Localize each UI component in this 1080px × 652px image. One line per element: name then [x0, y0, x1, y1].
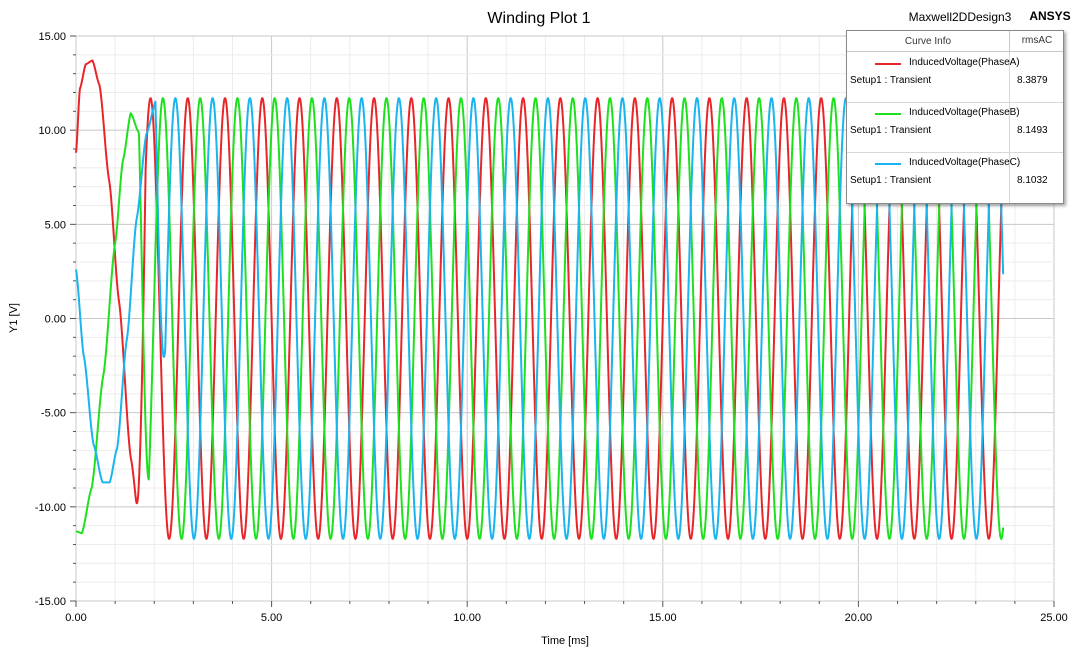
y-axis-label: Y1 [V] — [8, 303, 20, 333]
y-tick-label: -10.00 — [35, 502, 66, 514]
legend-swatch — [875, 163, 901, 165]
y-tick-label: 15.00 — [38, 31, 66, 43]
legend-entry-setup: Setup1 : Transient — [850, 175, 932, 186]
legend-header: Curve Info rmsAC — [847, 31, 1063, 52]
legend-entry-value: 8.1493 — [1017, 125, 1048, 136]
series-line-phase-b — [75, 97, 1005, 540]
legend-col-value: rmsAC — [1009, 31, 1064, 51]
x-tick-label: 0.00 — [65, 612, 86, 624]
series-line-phase-a — [75, 59, 1005, 540]
y-tick-label: -5.00 — [41, 408, 66, 420]
x-tick-label: 25.00 — [1040, 612, 1068, 624]
legend-swatch — [875, 113, 901, 115]
y-tick-label: 5.00 — [45, 219, 66, 231]
legend-entry-setup: Setup1 : Transient — [850, 125, 932, 136]
x-tick-label: 20.00 — [845, 612, 873, 624]
y-tick-label: -15.00 — [35, 596, 66, 608]
legend-entry-value: 8.1032 — [1017, 175, 1048, 186]
x-tick-label: 10.00 — [453, 612, 481, 624]
legend-entry-name: InducedVoltage(PhaseC) — [909, 157, 1021, 168]
legend-entry-phase-b[interactable]: InducedVoltage(PhaseB) Setup1 : Transien… — [847, 102, 1063, 153]
legend-entry-name: InducedVoltage(PhaseA) — [909, 57, 1020, 68]
legend-col-curve: Curve Info — [904, 36, 952, 47]
x-tick-label: 5.00 — [261, 612, 282, 624]
legend-entry-phase-c[interactable]: InducedVoltage(PhaseC) Setup1 : Transien… — [847, 152, 1063, 202]
y-tick-label: 10.00 — [38, 125, 66, 137]
legend-entry-phase-a[interactable]: InducedVoltage(PhaseA) Setup1 : Transien… — [847, 52, 1063, 103]
design-name: Maxwell2DDesign3 — [909, 10, 1012, 24]
legend-entry-name: InducedVoltage(PhaseB) — [909, 107, 1020, 118]
chart-title: Winding Plot 1 — [487, 10, 590, 27]
brand-label: ANSYS — [1029, 9, 1070, 23]
legend-box[interactable]: Curve Info rmsAC InducedVoltage(PhaseA) … — [846, 30, 1064, 204]
x-tick-label: 15.00 — [649, 612, 677, 624]
legend-entry-value: 8.3879 — [1017, 75, 1048, 86]
axis-ticks: 0.00 5.00 10.00 15.00 20.00 25.00 -15.00 -10.00… — [35, 31, 1068, 624]
legend-divider — [1009, 31, 1010, 203]
legend-entry-setup: Setup1 : Transient — [850, 75, 932, 86]
y-tick-label: 0.00 — [45, 314, 66, 326]
x-axis-label: Time [ms] — [541, 635, 589, 647]
legend-swatch — [875, 63, 901, 65]
